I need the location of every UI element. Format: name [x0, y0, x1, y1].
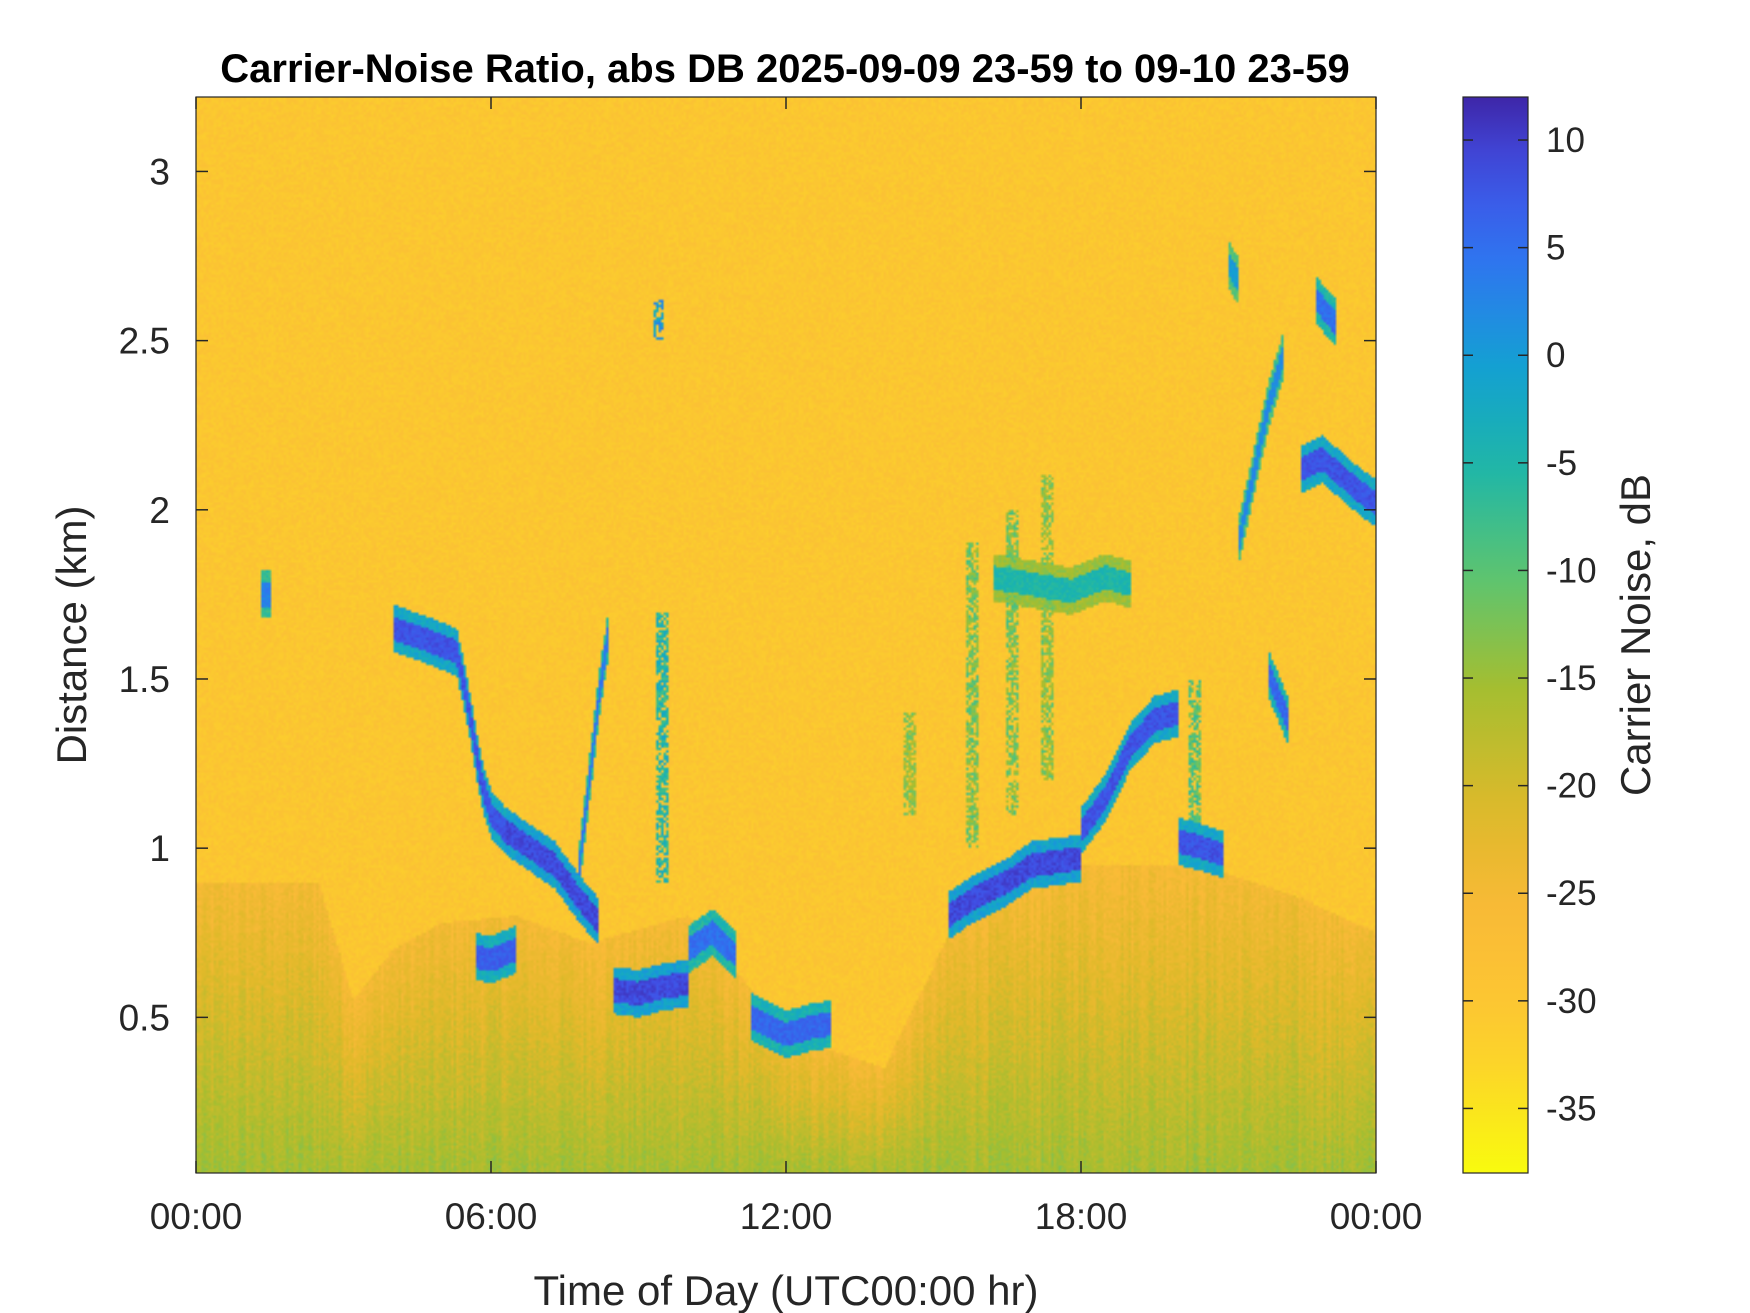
y-axis: 0.5 1 1.5 2 2.5 3 — [119, 151, 1376, 1038]
y-tick-label: 1.5 — [119, 659, 170, 700]
colorbar-tick-label: -25 — [1546, 874, 1597, 913]
x-tick-label: 06:00 — [445, 1196, 538, 1237]
colorbar-tick-label: 5 — [1546, 229, 1565, 268]
x-tick-label: 00:00 — [150, 1196, 243, 1237]
y-tick-label: 3 — [149, 151, 170, 192]
colorbar-tick-label: 10 — [1546, 121, 1585, 160]
colorbar-gradient — [1462, 96, 1529, 1174]
y-tick-label: 2.5 — [119, 321, 170, 362]
colorbar-tick-label: -15 — [1546, 659, 1597, 698]
y-tick-label: 2 — [149, 490, 170, 531]
y-tick-label: 0.5 — [119, 997, 170, 1038]
colorbar-ticks: 10 5 0 -5 -10 -15 -20 -25 -30 -35 — [1463, 121, 1597, 1128]
x-axis-label: Time of Day (UTC00:00 hr) — [534, 1267, 1039, 1313]
y-axis-label: Distance (km) — [48, 505, 95, 764]
y-tick-label: 1 — [149, 828, 170, 869]
chart-title: Carrier-Noise Ratio, abs DB 2025-09-09 2… — [220, 47, 1349, 91]
colorbar-tick-label: -35 — [1546, 1089, 1597, 1128]
colorbar-tick-label: -10 — [1546, 551, 1597, 590]
colorbar-tick-label: -5 — [1546, 444, 1577, 483]
colorbar-tick-label: -30 — [1546, 982, 1597, 1021]
x-tick-label: 12:00 — [740, 1196, 833, 1237]
x-axis: 00:00 06:00 12:00 18:00 00:00 — [150, 97, 1423, 1237]
colorbar-tick-label: -20 — [1546, 767, 1597, 806]
x-tick-label: 00:00 — [1330, 1196, 1423, 1237]
colorbar: 10 5 0 -5 -10 -15 -20 -25 -30 -35 Carrier Noise, … — [1462, 96, 1659, 1174]
colorbar-label: Carrier Noise, dB — [1612, 474, 1659, 796]
x-tick-label: 18:00 — [1035, 1196, 1128, 1237]
heatmap-image — [196, 97, 1376, 1173]
colorbar-tick-label: 0 — [1546, 336, 1565, 375]
plot-area — [195, 96, 1377, 1174]
